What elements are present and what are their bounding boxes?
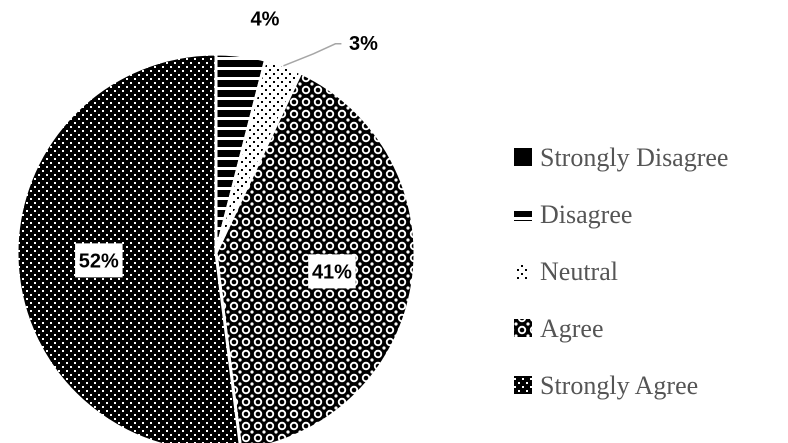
legend-swatch-neutral [516, 265, 528, 279]
data-label-agree: 41% [312, 261, 352, 283]
data-label-disagree: 4% [250, 9, 279, 31]
legend-label-disagree: Disagree [540, 200, 632, 229]
pie-slice-strongly-agree [15, 52, 242, 443]
leader-lines [283, 43, 342, 67]
data-label-box-strongly-agree [75, 243, 123, 278]
legend-swatch-strongly-disagree [514, 148, 532, 166]
legend-label-strongly-disagree: Strongly Disagree [540, 143, 728, 172]
leader-line-neutral [283, 43, 342, 67]
legend-label-neutral: Neutral [540, 257, 618, 286]
data-label-neutral: 3% [349, 33, 378, 55]
data-label-strongly-agree: 52% [79, 250, 119, 272]
legend-swatch-agree [514, 319, 532, 337]
legend: Strongly Disagree Disagree Neutral Agree Str… [514, 143, 728, 400]
legend-swatch-disagree [514, 211, 532, 221]
data-label-box-agree [308, 254, 356, 289]
legend-label-agree: Agree [540, 314, 604, 343]
legend-label-strongly-agree: Strongly Agree [540, 371, 698, 400]
data-labels: 4% 3% 41% 52% [75, 9, 378, 289]
legend-swatch-strongly-agree [514, 376, 532, 394]
